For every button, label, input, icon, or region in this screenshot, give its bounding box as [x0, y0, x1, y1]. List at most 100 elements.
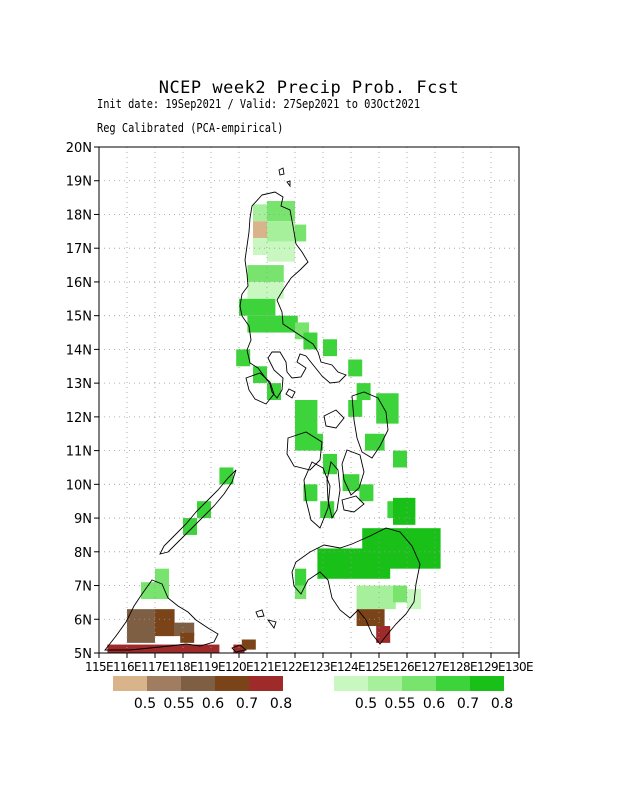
coastline-masbate: [323, 409, 345, 429]
forecast-cell: [253, 221, 267, 239]
lat-label: 9N: [74, 512, 92, 527]
forecast-cell: [295, 568, 307, 586]
below-normal-legend-label: 0.55: [163, 696, 194, 712]
lat-label: 10N: [66, 478, 92, 493]
above-normal-legend-label: 0.6: [423, 696, 445, 712]
forecast-cell: [323, 453, 337, 475]
lon-label: 117E: [141, 660, 169, 674]
coastline-batanes: [278, 167, 291, 188]
forecast-cell: [183, 518, 197, 535]
forecast-cell: [348, 400, 363, 417]
forecast-cell: [393, 585, 407, 603]
below-normal-legend-swatch: [113, 676, 147, 691]
lon-label: 129E: [477, 660, 505, 674]
forecast-cells: [107, 200, 441, 653]
lon-label: 126E: [393, 660, 421, 674]
forecast-cell: [253, 204, 267, 222]
latitude-axis: 5N 6N 7N 8N 9N 10N 11N 12N 13N 14N 15N 16N 17N 18N 19N…: [66, 141, 99, 662]
above-normal-legend-swatch: [402, 676, 436, 691]
coastline-cebu: [326, 461, 341, 520]
below-normal-legend-label: 0.5: [134, 696, 156, 712]
lat-label: 13N: [66, 377, 92, 392]
lat-label: 18N: [66, 208, 92, 223]
lon-label: 127E: [421, 660, 449, 674]
coastline-luzon: [239, 191, 347, 399]
coastline-leyte: [341, 449, 365, 496]
forecast-cell: [241, 639, 256, 650]
below-normal-legend-swatch: [215, 676, 249, 691]
below-normal-legend-swatch: [147, 676, 181, 691]
coastline-mindoro: [245, 372, 275, 405]
above-normal-legend-swatch: [368, 676, 402, 691]
forecast-cell: [253, 366, 267, 384]
lon-label: 130E: [505, 660, 533, 674]
lon-label: 121E: [253, 660, 281, 674]
coastline-panay: [286, 431, 323, 471]
lon-label: 119E: [197, 660, 225, 674]
coastline-borneo: [104, 579, 219, 651]
below-normal-legend-label: 0.7: [236, 696, 258, 712]
lon-label: 124E: [337, 660, 365, 674]
forecast-cell: [233, 644, 245, 653]
lon-label: 120E: [225, 660, 253, 674]
forecast-cell: [247, 265, 284, 282]
forecast-cell: [376, 626, 391, 643]
lat-label: 7N: [74, 580, 92, 595]
forecast-cell: [356, 383, 371, 400]
forecast-cell: [362, 528, 441, 569]
below-normal-legend-swatch: [249, 676, 283, 691]
above-normal-legend-swatch: [436, 676, 470, 691]
above-normal-legend-swatch: [470, 676, 504, 691]
lon-label: 116E: [113, 660, 141, 674]
forecast-cell: [393, 497, 416, 525]
above-normal-legend-label: 0.5: [355, 696, 377, 712]
forecast-cell: [155, 568, 169, 586]
method-line: Reg Calibrated (PCA-empirical): [97, 121, 284, 135]
forecast-cell: [348, 359, 363, 377]
forecast-cell: [295, 585, 307, 600]
coastline-sulu-islands: [231, 609, 277, 653]
map-frame: [98, 146, 520, 654]
forecast-cell: [180, 632, 195, 643]
forecast-cell: [236, 349, 251, 367]
below-normal-legend-label: 0.8: [270, 696, 292, 712]
forecast-cell: [197, 501, 211, 519]
below-normal-legend-label: 0.6: [202, 696, 224, 712]
forecast-cell: [247, 281, 284, 299]
forecast-cell: [356, 585, 396, 610]
lat-label: 16N: [66, 276, 92, 291]
forecast-cell: [303, 484, 318, 502]
coastline: [104, 167, 421, 653]
lon-label: 118E: [169, 660, 197, 674]
below-normal-legend-swatch: [181, 676, 215, 691]
forecast-cell: [393, 450, 407, 468]
forecast-cell: [247, 315, 298, 333]
lat-label: 11N: [66, 445, 92, 460]
coastline-negros: [303, 461, 331, 529]
forecast-cell: [359, 484, 374, 502]
forecast-cell: [356, 609, 385, 627]
lon-label: 123E: [309, 660, 337, 674]
lat-label: 14N: [66, 343, 92, 358]
gridlines: [99, 147, 519, 653]
coastline-marinduque: [285, 388, 296, 399]
forecast-cell: [267, 383, 281, 400]
lat-label: 5N: [74, 647, 92, 662]
above-normal-legend-label: 0.8: [491, 696, 513, 712]
above-normal-legend-label: 0.55: [384, 696, 415, 712]
color-legend: 0.5 0.55 0.6 0.7 0.8 0.5 0.55 0.6 0.7 0.8: [113, 676, 513, 712]
forecast-cell: [267, 241, 295, 262]
lat-label: 15N: [66, 310, 92, 325]
forecast-cell: [127, 609, 155, 643]
forecast-cell: [107, 644, 220, 653]
lon-label: 115E: [85, 660, 113, 674]
map-title: NCEP week2 Precip Prob. Fcst: [158, 78, 460, 98]
forecast-cell: [267, 221, 295, 242]
forecast-cell: [239, 298, 276, 316]
lon-label: 125E: [365, 660, 393, 674]
above-normal-legend-label: 0.7: [457, 696, 479, 712]
coastline-bohol: [341, 495, 365, 513]
coastline-mindanao: [291, 527, 421, 645]
lon-label: 122E: [281, 660, 309, 674]
